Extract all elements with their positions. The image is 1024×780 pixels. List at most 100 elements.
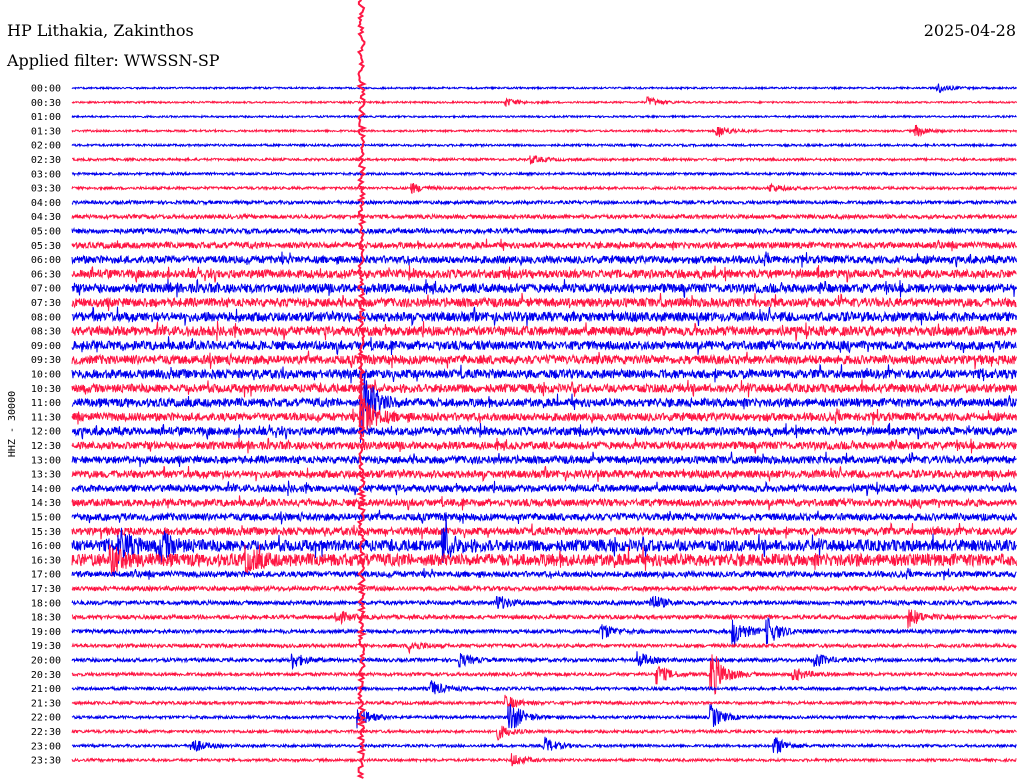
row-time-label: 19:30 [31,641,61,652]
trace-row-2200 [71,704,1017,729]
trace-row-1400 [71,480,1017,497]
trace-row-0130 [71,124,1017,138]
row-time-label: 19:00 [31,627,61,638]
row-time-label: 01:00 [31,112,61,123]
trace-row-1330 [71,465,1017,482]
row-time-label: 14:30 [31,498,61,509]
trace-row-2130 [71,694,1017,709]
row-time-label: 17:30 [31,584,61,595]
row-time-label: 21:30 [31,698,61,709]
row-time-label: 05:00 [31,227,61,238]
row-time-label: 06:00 [31,255,61,266]
trace-row-0100 [71,113,1017,120]
row-time-label: 04:00 [31,198,61,209]
row-time-label: 02:00 [31,141,61,152]
row-time-label: 16:30 [31,555,61,566]
row-time-label: 16:00 [31,541,61,552]
trace-row-1130 [71,359,1017,437]
vertical-spike [355,0,368,779]
row-time-label: 00:00 [31,84,61,95]
row-time-label: 14:00 [31,484,61,495]
trace-row-1500 [71,509,1017,525]
trace-row-1200 [71,422,1017,440]
row-time-label: 21:00 [31,684,61,695]
row-time-label: 20:00 [31,656,61,667]
trace-row-1800 [71,595,1017,609]
trace-row-1000 [71,363,1017,384]
row-time-label: 03:30 [31,184,61,195]
trace-row-0500 [71,226,1017,236]
row-time-label: 15:00 [31,513,61,524]
trace-row-1230 [71,437,1017,454]
row-time-label: 12:30 [31,441,61,452]
row-time-label: 17:00 [31,570,61,581]
row-time-label: 15:30 [31,527,61,538]
row-time-label: 08:00 [31,312,61,323]
trace-row-0400 [71,198,1017,206]
trace-row-0430 [71,212,1017,221]
trace-row-0800 [71,306,1017,327]
trace-row-0930 [71,350,1017,370]
trace-row-1300 [71,451,1017,468]
row-time-label: 10:30 [31,384,61,395]
station-title: HP Lithakia, Zakinthos [7,21,194,40]
row-time-label: 22:30 [31,727,61,738]
row-time-label: 05:30 [31,241,61,252]
record-date: 2025-04-28 [924,21,1016,40]
filter-label: Applied filter: WWSSN-SP [6,51,220,70]
row-time-label: 03:00 [31,169,61,180]
trace-row-0600 [71,251,1017,268]
trace-row-1730 [71,584,1017,593]
trace-row-0330 [71,182,1017,195]
row-time-label: 13:30 [31,470,61,481]
trace-row-2300 [71,736,1017,754]
row-time-label: 18:30 [31,613,61,624]
row-time-label: 23:30 [31,756,61,767]
row-time-label: 06:30 [31,269,61,280]
trace-row-1600 [71,512,1017,564]
trace-row-1930 [71,641,1017,655]
row-time-label: 09:00 [31,341,61,352]
trace-row-2330 [71,753,1017,767]
trace-row-1900 [71,617,1017,646]
row-time-label: 07:30 [31,298,61,309]
trace-row-2230 [71,725,1017,741]
row-labels: 00:00 00:30 01:00 01:30 02:00 02:30 03:00 03:30… [31,84,61,767]
trace-row-0530 [71,238,1017,252]
trace-row-1030 [71,379,1017,398]
row-time-label: 08:30 [31,327,61,338]
seismic-traces [71,83,1017,767]
trace-row-1700 [71,567,1017,581]
trace-row-1100 [71,366,1017,443]
channel-label: HHZ - 30000 [7,391,18,457]
row-time-label: 01:30 [31,126,61,137]
row-time-label: 18:00 [31,598,61,609]
row-time-label: 12:00 [31,427,61,438]
row-time-label: 11:00 [31,398,61,409]
trace-row-0830 [71,320,1017,342]
trace-row-0900 [71,336,1017,356]
trace-row-2000 [71,651,1017,671]
trace-row-1430 [71,495,1017,511]
row-time-label: 09:30 [31,355,61,366]
row-time-label: 07:00 [31,284,61,295]
trace-row-2030 [71,654,1017,695]
trace-row-0300 [71,170,1017,177]
trace-row-0700 [71,278,1017,298]
spike-layer [355,0,368,779]
trace-row-0200 [71,142,1017,149]
trace-row-0030 [71,95,1017,107]
row-time-label: 10:00 [31,370,61,381]
row-time-label: 23:00 [31,741,61,752]
trace-row-2100 [71,680,1017,695]
trace-row-0630 [71,265,1017,283]
trace-row-0730 [71,292,1017,311]
row-time-label: 04:30 [31,212,61,223]
row-time-label: 13:00 [31,455,61,466]
row-time-label: 00:30 [31,98,61,109]
trace-row-0230 [72,155,1017,165]
trace-row-1630 [71,544,1017,577]
trace-row-1830 [71,609,1017,629]
row-time-label: 11:30 [31,412,61,423]
